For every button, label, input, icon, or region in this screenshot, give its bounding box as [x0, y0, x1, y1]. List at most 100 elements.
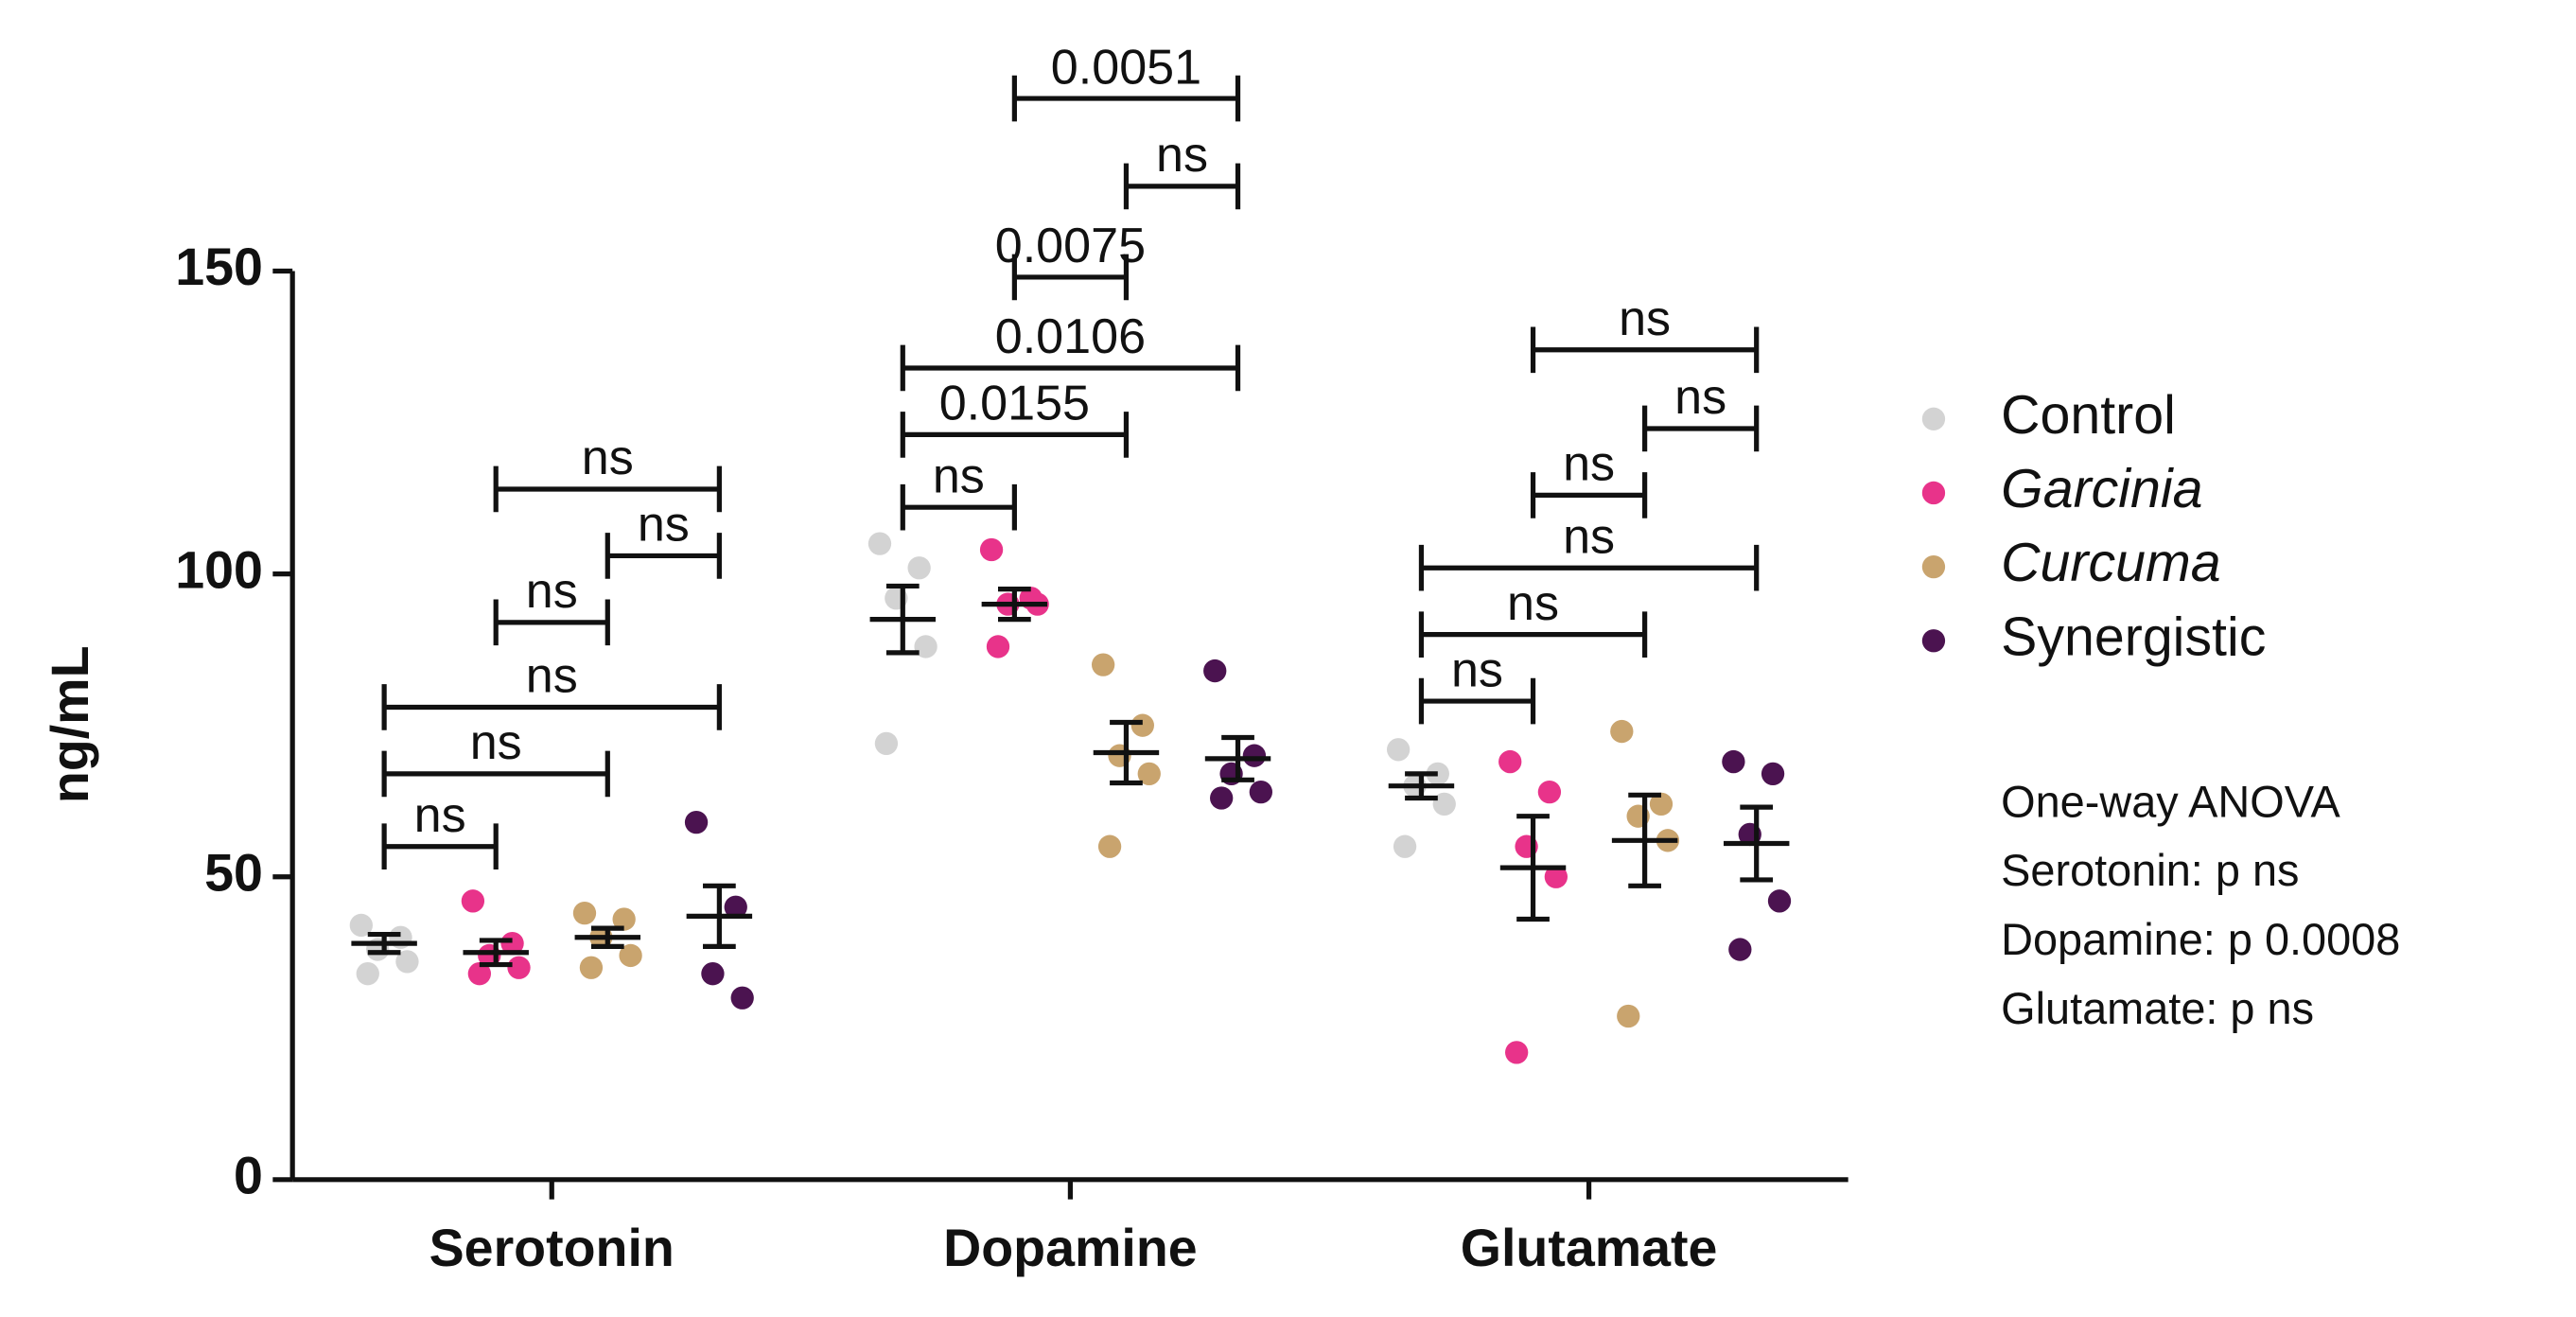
data-point [1617, 1004, 1640, 1028]
significance-label: ns [414, 788, 466, 843]
data-point [1210, 786, 1234, 810]
data-point [1505, 1041, 1529, 1064]
significance-bracket [1123, 163, 1241, 210]
significance-label: ns [1619, 291, 1671, 346]
significance-label: ns [1674, 370, 1726, 425]
data-point [619, 943, 642, 968]
data-point [572, 901, 597, 925]
significance-label: ns [470, 715, 522, 770]
significance-bracket [381, 684, 722, 730]
data-point [1649, 792, 1674, 817]
note: One-way ANOVA [2001, 777, 2340, 826]
significance-label: ns [1563, 509, 1615, 564]
data-point [1097, 834, 1122, 858]
significance-label: ns [638, 498, 690, 553]
y-axis-label: ng/mL [41, 645, 99, 803]
significance-label: ns [582, 430, 634, 485]
significance-label: ns [1451, 642, 1503, 697]
data-point [612, 907, 636, 931]
significance-label: ns [933, 448, 985, 503]
data-point [467, 962, 491, 986]
data-point [461, 889, 485, 913]
data-point [1426, 762, 1449, 786]
significance-label: 0.0106 [995, 309, 1146, 364]
data-point [349, 913, 373, 938]
y-tick-label: 100 [175, 540, 263, 599]
legend-marker [1921, 629, 1946, 653]
data-point [1091, 653, 1115, 676]
data-point [1203, 658, 1227, 683]
x-tick-label: Dopamine [943, 1219, 1198, 1277]
data-point [500, 931, 524, 956]
y-tick-label: 50 [204, 843, 263, 902]
data-point [1393, 834, 1417, 858]
data-point [684, 810, 709, 834]
legend-marker [1921, 481, 1946, 505]
data-point [701, 962, 725, 986]
y-tick-label: 0 [234, 1146, 263, 1204]
legend-label: Control [2001, 385, 2176, 446]
data-point [874, 731, 899, 756]
legend-label: Curcuma [2001, 533, 2220, 593]
data-point [1432, 792, 1456, 817]
legend-marker [1921, 554, 1946, 579]
legend-label: Synergistic [2001, 606, 2266, 667]
significance-label: 0.0155 [939, 377, 1090, 431]
data-point [1767, 889, 1792, 913]
data-point [1722, 749, 1745, 774]
significance-label: ns [1563, 437, 1615, 492]
data-point [730, 986, 754, 1010]
significance-bracket [1418, 544, 1760, 591]
data-point [395, 950, 419, 974]
significance-label: 0.0051 [1051, 40, 1201, 95]
note: Glutamate: p ns [2001, 984, 2314, 1033]
data-point [867, 532, 892, 555]
data-point [1249, 780, 1273, 804]
data-point [1386, 738, 1411, 762]
data-point [1130, 713, 1154, 737]
significance-bracket [493, 465, 722, 513]
significance-label: ns [526, 564, 578, 619]
significance-label: ns [1156, 128, 1208, 183]
note: Dopamine: p 0.0008 [2001, 915, 2400, 964]
y-tick-label: 150 [175, 237, 263, 296]
data-point [1137, 762, 1161, 786]
x-tick-label: Serotonin [429, 1219, 675, 1277]
significance-bracket [1642, 405, 1760, 452]
data-point [724, 895, 747, 919]
significance-label: ns [1507, 576, 1559, 631]
note: Serotonin: p ns [2001, 846, 2299, 895]
data-point [1537, 780, 1562, 804]
significance-bracket [493, 599, 610, 646]
significance-bracket [1011, 254, 1130, 301]
data-point [1498, 749, 1522, 774]
data-point [1610, 719, 1634, 744]
significance-bracket [1418, 677, 1536, 725]
data-point [1544, 865, 1568, 888]
significance-label: 0.0075 [995, 219, 1146, 273]
data-point [356, 962, 379, 986]
significance-bracket [900, 483, 1017, 531]
data-point [914, 635, 938, 658]
significance-bracket [1530, 326, 1760, 374]
data-point [579, 956, 604, 979]
data-point [907, 556, 931, 580]
data-point [1242, 744, 1267, 767]
legend-marker [1921, 407, 1946, 430]
data-point [986, 635, 1010, 658]
legend-label: Garcinia [2001, 459, 2202, 519]
x-tick-label: Glutamate [1461, 1219, 1718, 1277]
data-point [507, 956, 531, 979]
data-point [1728, 938, 1752, 961]
significance-bracket [1418, 611, 1648, 658]
significance-bracket [381, 823, 499, 870]
data-point [1761, 762, 1785, 786]
significance-bracket [900, 344, 1241, 392]
significance-bracket [381, 750, 610, 798]
significance-bracket [605, 533, 722, 579]
significance-label: ns [526, 649, 578, 704]
significance-bracket [900, 412, 1130, 458]
data-point [979, 537, 1004, 562]
significance-bracket [1530, 472, 1648, 518]
